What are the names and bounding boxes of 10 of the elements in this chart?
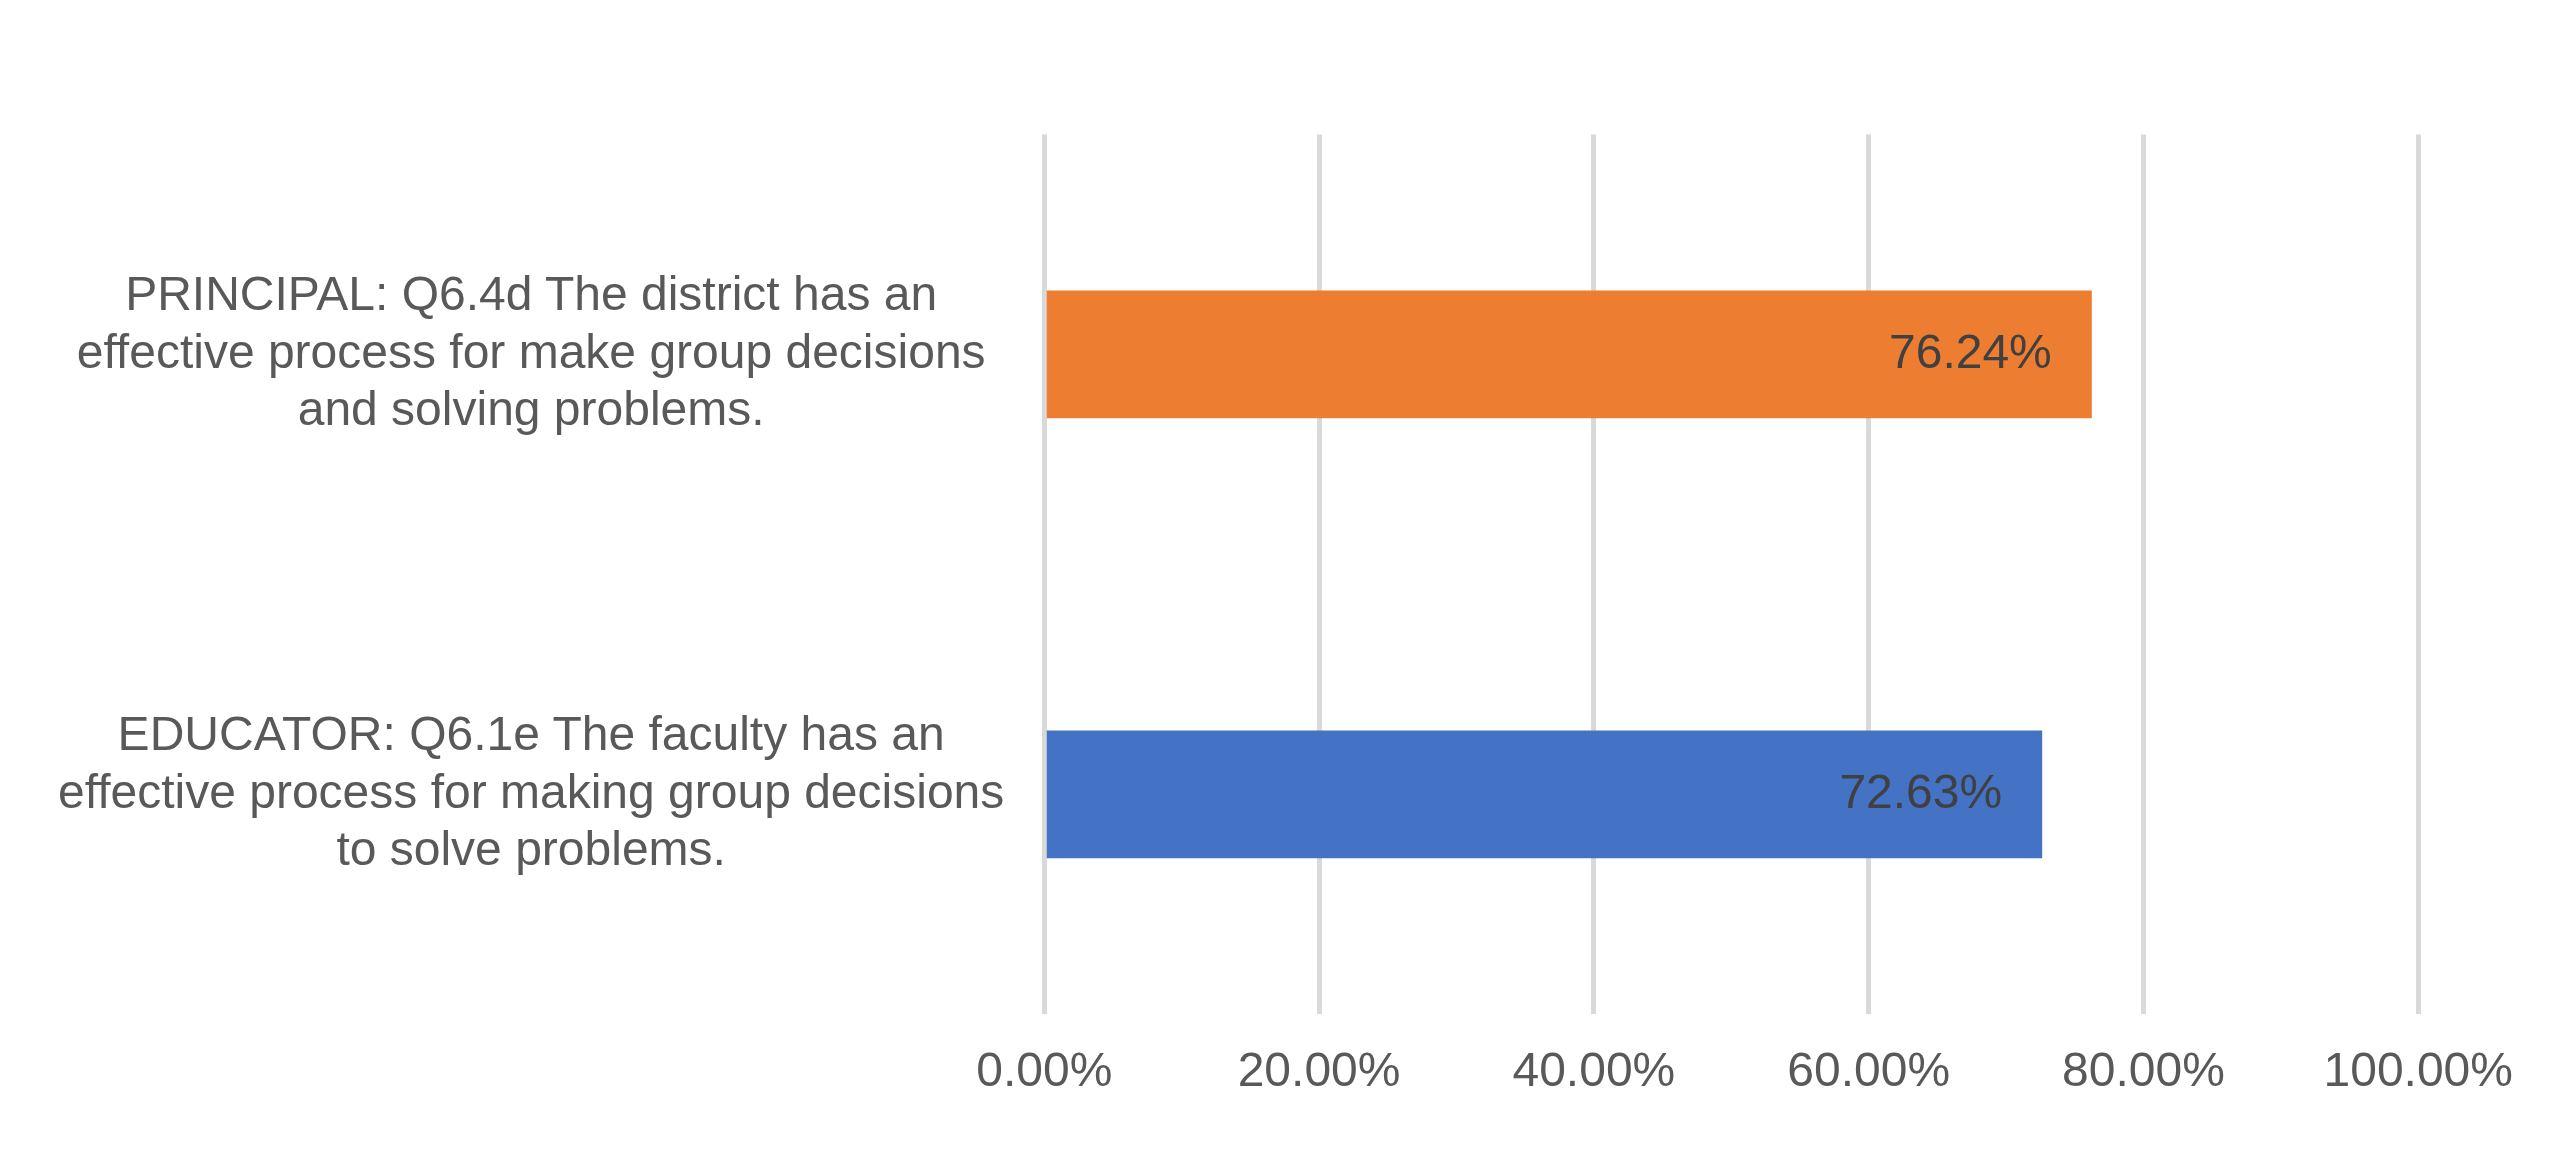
- y-tick-label: PRINCIPAL: Q6.4d The district has an effective process for make group decisions and solving problems.: [76, 267, 986, 436]
- data-label: 76.24%: [1889, 324, 2052, 378]
- x-tick-label: 100.00%: [2323, 1043, 2513, 1097]
- x-tick-label: 0.00%: [976, 1043, 1113, 1097]
- y-tick-label: EDUCATOR: Q6.1e The faculty has an effective process for making group decisions to solve problems.: [58, 707, 1005, 876]
- data-label: 72.63%: [1839, 764, 2003, 818]
- x-tick-label: 80.00%: [2062, 1043, 2225, 1097]
- x-tick-label: 20.00%: [1237, 1043, 1401, 1097]
- x-tick-label: 60.00%: [1787, 1043, 1951, 1097]
- x-tick-label: 40.00%: [1512, 1043, 1676, 1097]
